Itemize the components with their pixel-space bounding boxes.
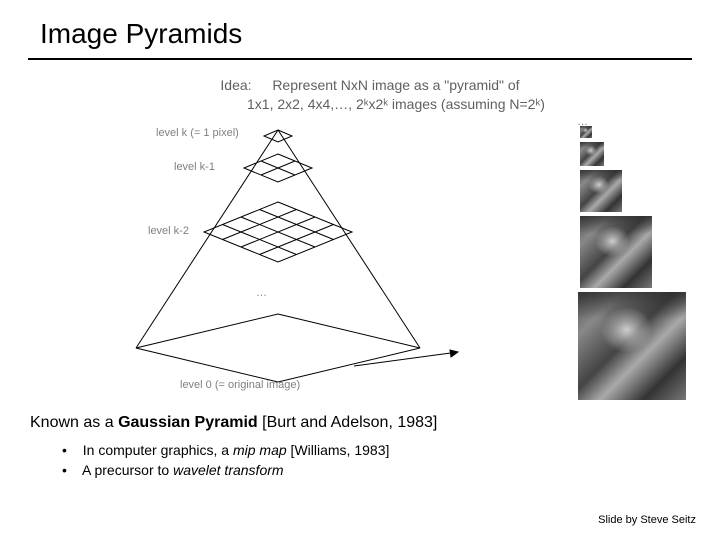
figure-area: Idea: Represent NxN image as a "pyramid"…	[60, 70, 680, 400]
idea-label: Idea:	[220, 76, 268, 95]
lena-level-0	[578, 292, 686, 400]
label-level-k: level k (= 1 pixel)	[156, 127, 239, 139]
body-prefix: Known as a	[30, 414, 118, 431]
label-level-k2: level k-2	[148, 225, 189, 237]
lena-level-mid	[580, 216, 652, 288]
ellipsis-mid: …	[256, 287, 267, 299]
title-rule	[28, 58, 692, 60]
slide-title: Image Pyramids	[0, 0, 720, 56]
idea-line2: 1x1, 2x2, 4x4,…, 2ᵏx2ᵏ images (assuming …	[247, 96, 545, 112]
bullet-list: In computer graphics, a mip map [William…	[0, 432, 720, 480]
body-suffix: [Burt and Adelson, 1983]	[258, 414, 438, 431]
lena-image-stack: …	[490, 126, 690, 396]
lena-level-k	[580, 126, 592, 138]
lena-level-k1	[580, 142, 604, 166]
mip-italic: mip map	[233, 442, 287, 458]
bullet-1-text: In computer graphics, a mip map [William…	[83, 442, 390, 458]
pyramid-diagram: level k (= 1 pixel) level k-1 level k-2 …	[60, 118, 460, 398]
lena-level-k2	[580, 170, 622, 212]
idea-line1: Represent NxN image as a "pyramid" of	[272, 77, 519, 93]
bullet-2: A precursor to wavelet transform	[62, 460, 720, 480]
bullet-1: In computer graphics, a mip map [William…	[62, 440, 720, 460]
body-sentence: Known as a Gaussian Pyramid [Burt and Ad…	[0, 400, 720, 432]
wavelet-italic: wavelet transform	[173, 462, 283, 478]
idea-text: Idea: Represent NxN image as a "pyramid"…	[60, 70, 680, 114]
label-level-k1: level k-1	[174, 161, 215, 173]
bullet-2-text: A precursor to wavelet transform	[82, 462, 284, 478]
slide-credit: Slide by Steve Seitz	[598, 514, 696, 526]
body-bold: Gaussian Pyramid	[118, 414, 258, 431]
label-level-0: level 0 (= original image)	[180, 379, 300, 391]
